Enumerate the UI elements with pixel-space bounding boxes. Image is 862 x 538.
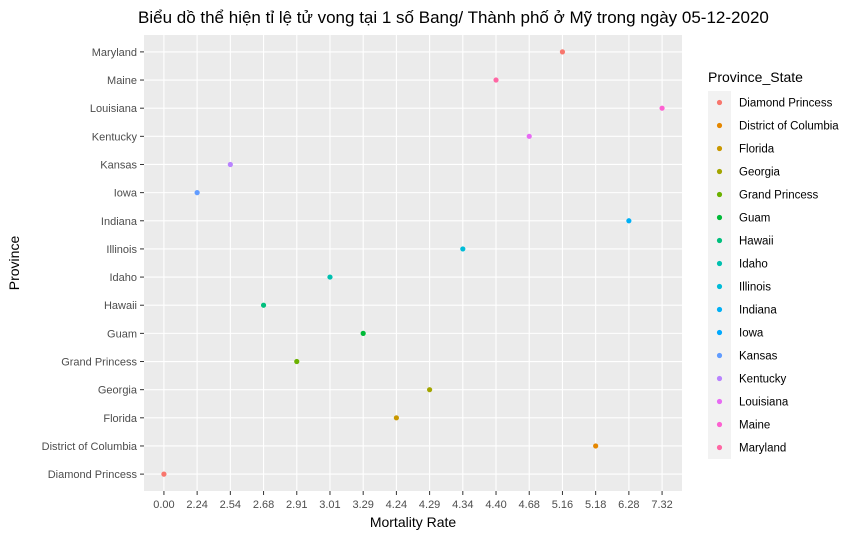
- x-tick-label: 2.91: [286, 499, 307, 511]
- data-point: [493, 77, 499, 83]
- data-point: [460, 246, 466, 252]
- legend-swatch: [716, 145, 723, 152]
- legend-swatch: [716, 260, 723, 267]
- x-tick-label: 4.24: [386, 499, 407, 511]
- data-point: [393, 415, 399, 421]
- data-point: [194, 190, 200, 196]
- legend-swatch: [716, 398, 723, 405]
- legend-label: Kentucky: [739, 374, 787, 386]
- legend-label: Hawaii: [739, 236, 774, 248]
- legend-swatch: [716, 168, 723, 175]
- y-tick-label: Diamond Princess: [48, 469, 138, 481]
- y-tick-label: Illinois: [106, 244, 137, 256]
- data-point: [526, 133, 532, 139]
- x-axis-title: Mortality Rate: [370, 514, 457, 530]
- y-tick-label: Maine: [107, 75, 137, 87]
- y-tick-label: Guam: [107, 328, 137, 340]
- legend-swatch: [716, 352, 723, 359]
- x-tick-label: 4.68: [519, 499, 540, 511]
- x-tick-label: 4.34: [452, 499, 473, 511]
- chart-title: Biểu dồ thể hiện tỉ lệ tử vong tại 1 số …: [138, 8, 769, 27]
- plot-panel: [144, 35, 682, 491]
- legend-swatch: [716, 191, 723, 198]
- data-point: [294, 358, 300, 365]
- data-point: [227, 161, 233, 168]
- legend-label: Georgia: [739, 167, 781, 179]
- legend-label: Idaho: [739, 259, 768, 271]
- legend-label: Grand Princess: [739, 190, 819, 202]
- y-axis-title: Province: [6, 236, 22, 291]
- y-tick-label: Idaho: [109, 272, 137, 284]
- y-tick-label: Maryland: [92, 47, 137, 59]
- legend-label: Maine: [739, 420, 770, 432]
- legend-swatch: [716, 444, 723, 451]
- x-tick-label: 3.29: [352, 499, 373, 511]
- legend-label: Iowa: [739, 328, 764, 340]
- legend-label: Indiana: [739, 305, 777, 317]
- data-point: [327, 274, 333, 280]
- legend-label: Illinois: [739, 282, 771, 294]
- legend-swatch: [716, 214, 723, 221]
- x-tick-label: 3.01: [319, 499, 340, 511]
- data-point: [360, 330, 366, 336]
- legend-title: Province_State: [708, 69, 803, 85]
- y-tick-label: Kentucky: [92, 131, 138, 143]
- legend-label: Diamond Princess: [739, 98, 833, 110]
- data-point: [659, 105, 665, 111]
- y-tick-label: Grand Princess: [61, 357, 137, 369]
- y-tick-label: Iowa: [114, 188, 138, 200]
- data-points: [161, 49, 665, 477]
- legend-label: Maryland: [739, 443, 786, 455]
- y-tick-label: Hawaii: [104, 300, 137, 312]
- legend-label: Florida: [739, 144, 775, 156]
- legend-swatch: [716, 375, 723, 382]
- x-tick-label: 4.40: [485, 499, 506, 511]
- x-tick-label: 2.54: [220, 499, 241, 511]
- legend-swatch: [716, 329, 723, 336]
- x-tick-label: 2.68: [253, 499, 274, 511]
- legend-swatch: [716, 122, 723, 129]
- y-tick-label: Georgia: [98, 385, 138, 397]
- legend-swatch: [716, 237, 723, 244]
- x-tick-label: 0.00: [153, 499, 174, 511]
- data-point: [260, 302, 267, 308]
- x-tick-label: 7.32: [651, 499, 672, 511]
- y-tick-label: Indiana: [101, 216, 138, 228]
- legend-label: Louisiana: [739, 397, 789, 409]
- y-tick-label: Kansas: [100, 159, 137, 171]
- legend-swatch: [716, 421, 723, 428]
- data-point: [161, 471, 167, 477]
- y-axis-ticks: Diamond Princess District of Columbia Flor…: [42, 47, 144, 481]
- legend-swatch: [716, 283, 723, 290]
- legend-label: District of Columbia: [739, 121, 839, 133]
- legend: Province_State Diamond Princess District …: [708, 69, 839, 459]
- legend-swatch: [716, 99, 723, 106]
- y-tick-label: Louisiana: [90, 103, 138, 115]
- x-tick-label: 5.16: [552, 499, 573, 511]
- legend-swatch: [716, 306, 723, 313]
- y-tick-label: Florida: [103, 413, 138, 425]
- y-tick-label: District of Columbia: [42, 441, 138, 453]
- grid-lines: [144, 35, 682, 491]
- x-tick-label: 4.29: [419, 499, 440, 511]
- x-tick-label: 6.28: [618, 499, 639, 511]
- x-axis-ticks: 0.00 2.24 2.54 2.68 2.91 3.01 3.29 4.24 4.29 4.34…: [153, 491, 673, 511]
- data-point: [559, 49, 566, 55]
- data-point: [593, 443, 599, 449]
- x-tick-label: 5.18: [585, 499, 606, 511]
- data-point: [427, 387, 433, 393]
- data-point: [626, 218, 632, 224]
- legend-label: Guam: [739, 213, 770, 225]
- x-tick-label: 2.24: [186, 499, 207, 511]
- legend-label: Kansas: [739, 351, 778, 363]
